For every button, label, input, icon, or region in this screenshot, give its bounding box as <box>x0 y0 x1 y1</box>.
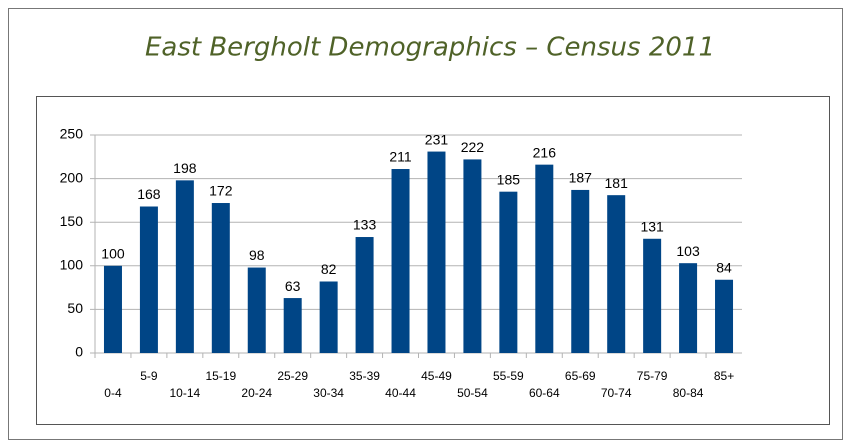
value-label: 211 <box>389 149 412 165</box>
x-tick-label: 40-44 <box>385 386 416 400</box>
bar <box>211 203 230 353</box>
value-label: 103 <box>676 243 700 259</box>
value-label: 181 <box>605 175 629 191</box>
bar <box>355 237 374 353</box>
bar <box>607 195 626 353</box>
x-tick-label: 25-29 <box>277 369 308 383</box>
x-tick-label: 5-9 <box>140 369 158 383</box>
bar <box>499 191 518 353</box>
x-tick-label: 35-39 <box>349 369 380 383</box>
value-label: 222 <box>461 139 485 155</box>
value-label: 187 <box>569 170 593 186</box>
bar <box>427 151 446 353</box>
value-label: 172 <box>209 183 233 199</box>
value-label: 231 <box>425 131 449 147</box>
x-tick-label: 20-24 <box>241 386 272 400</box>
value-label: 82 <box>321 261 337 277</box>
value-label: 133 <box>353 217 377 233</box>
bar <box>715 279 734 353</box>
bar <box>535 164 554 353</box>
chart-title: East Bergholt Demographics – Census 2011 <box>145 33 715 63</box>
bar <box>247 267 266 353</box>
x-tick-label: 65-69 <box>565 369 596 383</box>
value-label: 131 <box>640 218 664 234</box>
bar <box>139 206 158 353</box>
value-label: 198 <box>173 160 197 176</box>
bar <box>463 159 482 353</box>
x-tick-label: 0-4 <box>104 386 122 400</box>
value-label: 100 <box>101 246 125 262</box>
value-label: 168 <box>137 186 161 202</box>
value-label: 63 <box>285 278 301 294</box>
x-tick-label: 30-34 <box>313 386 344 400</box>
x-tick-label: 55-59 <box>493 369 524 383</box>
y-tick-label: 250 <box>60 126 84 142</box>
bar <box>571 189 590 353</box>
x-tick-label: 70-74 <box>601 386 632 400</box>
y-tick-label: 100 <box>60 257 84 273</box>
x-tick-label: 10-14 <box>170 386 201 400</box>
bar <box>391 169 410 353</box>
x-tick-label: 80-84 <box>673 386 704 400</box>
y-tick-label: 0 <box>75 344 83 360</box>
y-tick-label: 150 <box>60 213 84 229</box>
x-tick-label: 15-19 <box>205 369 236 383</box>
y-tick-label: 200 <box>60 169 84 185</box>
x-tick-label: 60-64 <box>529 386 560 400</box>
bar <box>175 180 194 353</box>
value-label: 98 <box>249 247 265 263</box>
bar <box>283 298 302 353</box>
x-tick-label: 75-79 <box>637 369 668 383</box>
x-tick-label: 85+ <box>714 369 734 383</box>
bar <box>679 263 698 353</box>
x-tick-label: 50-54 <box>457 386 488 400</box>
bar <box>643 238 662 353</box>
x-tick-label: 45-49 <box>421 369 452 383</box>
bar <box>319 281 338 353</box>
value-label: 216 <box>533 144 557 160</box>
value-label: 84 <box>716 259 732 275</box>
y-tick-label: 50 <box>67 300 83 316</box>
value-label: 185 <box>497 171 521 187</box>
bar <box>103 265 122 353</box>
